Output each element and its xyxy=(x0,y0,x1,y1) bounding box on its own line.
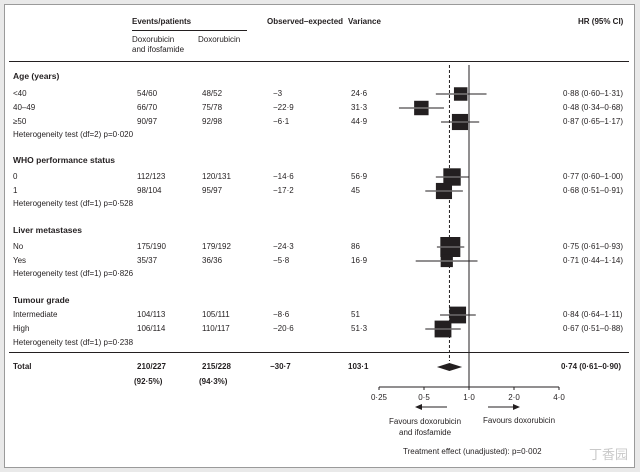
row-label: <40 xyxy=(13,89,27,98)
row-events-arm1: 35/37 xyxy=(137,256,158,265)
row-label: High xyxy=(13,324,30,333)
heterogeneity-test: Heterogeneity test (df=1) p=0·238 xyxy=(13,338,134,347)
row-label: No xyxy=(13,242,24,251)
heterogeneity-test: Heterogeneity test (df=2) p=0·020 xyxy=(13,130,134,139)
row-events-arm1: 175/190 xyxy=(137,242,166,251)
row-events-arm2: 179/192 xyxy=(202,242,231,251)
total-pct-arm1: (92·5%) xyxy=(134,377,163,386)
hr-header: HR (95% CI) xyxy=(578,17,624,26)
row-variance: 86 xyxy=(351,242,360,251)
x-axis-tick-label: 0·5 xyxy=(418,393,430,402)
row-hr-text: 0·77 (0·60–1·00) xyxy=(563,172,624,181)
variance-header: Variance xyxy=(348,17,381,26)
row-events-arm2: 105/111 xyxy=(202,310,230,319)
row-hr-text: 0·67 (0·51–0·88) xyxy=(563,324,624,333)
total-observed-expected: −30·7 xyxy=(270,362,291,371)
row-variance: 51 xyxy=(351,310,360,319)
x-axis-tick-label: 4·0 xyxy=(553,393,565,402)
section-title-age: Age (years) xyxy=(13,71,60,81)
favours-left-label: Favours doxorubicin and ifosfamide xyxy=(389,417,462,437)
total-rule xyxy=(9,352,629,353)
row-events-arm1: 54/60 xyxy=(137,89,158,98)
favours-right-arrowhead xyxy=(513,404,520,410)
row-hr-text: 0·88 (0·60–1·31) xyxy=(563,89,624,98)
row-observed-expected: −14·6 xyxy=(273,172,294,181)
arm2-header: Doxorubicin xyxy=(198,35,241,44)
header-rule xyxy=(9,61,629,62)
row-label: ≥50 xyxy=(13,117,27,126)
row-hr-text: 0·75 (0·61–0·93) xyxy=(563,242,624,251)
forest-plot: 0·25 0·5 1·0 2·0 4·0 xyxy=(371,65,565,410)
row-hr-text: 0·68 (0·51–0·91) xyxy=(563,186,624,195)
row-events-arm1: 66/70 xyxy=(137,103,158,112)
row-observed-expected: −3 xyxy=(273,89,283,98)
treatment-effect-text: Treatment effect (unadjusted): p=0·002 xyxy=(403,447,542,456)
row-observed-expected: −6·1 xyxy=(273,117,290,126)
row-variance: 45 xyxy=(351,186,360,195)
row-events-arm1: 98/104 xyxy=(137,186,162,195)
row-observed-expected: −17·2 xyxy=(273,186,294,195)
row-observed-expected: −20·6 xyxy=(273,324,294,333)
row-variance: 44·9 xyxy=(351,117,368,126)
row-events-arm2: 95/97 xyxy=(202,186,223,195)
row-events-arm1: 112/123 xyxy=(137,172,166,181)
row-events-arm2: 92/98 xyxy=(202,117,223,126)
row-observed-expected: −5·8 xyxy=(273,256,290,265)
x-axis-tick-label: 0·25 xyxy=(371,393,388,402)
row-events-arm2: 36/36 xyxy=(202,256,223,265)
row-events-arm1: 90/97 xyxy=(137,117,158,126)
favours-left-arrowhead xyxy=(415,404,422,410)
row-observed-expected: −24·3 xyxy=(273,242,294,251)
row-hr-text: 0·87 (0·65–1·17) xyxy=(563,117,624,126)
row-label: 0 xyxy=(13,172,18,181)
events-header-underline xyxy=(132,30,247,31)
total-pct-arm2: (94·3%) xyxy=(199,377,228,386)
events-header: Events/patients xyxy=(132,17,192,26)
total-hr-text: 0·74 (0·61–0·90) xyxy=(561,362,622,371)
row-events-arm1: 106/114 xyxy=(137,324,166,333)
heterogeneity-test: Heterogeneity test (df=1) p=0·826 xyxy=(13,269,134,278)
row-variance: 51·3 xyxy=(351,324,368,333)
row-hr-text: 0·48 (0·34–0·68) xyxy=(563,103,624,112)
observed-expected-header: Observed–expected xyxy=(267,17,344,26)
row-events-arm1: 104/113 xyxy=(137,310,166,319)
row-events-arm2: 48/52 xyxy=(202,89,223,98)
row-events-arm2: 110/117 xyxy=(202,324,230,333)
row-hr-text: 0·84 (0·64–1·11) xyxy=(563,310,623,319)
heterogeneity-test: Heterogeneity test (df=1) p=0·528 xyxy=(13,199,134,208)
row-events-arm2: 75/78 xyxy=(202,103,223,112)
row-observed-expected: −8·6 xyxy=(273,310,290,319)
row-variance: 31·3 xyxy=(351,103,368,112)
row-label: 40–49 xyxy=(13,103,36,112)
row-label: Intermediate xyxy=(13,310,58,319)
watermark-logo: 丁香园 xyxy=(588,447,628,462)
section-title-liver: Liver metastases xyxy=(13,225,82,235)
total-label: Total xyxy=(13,362,32,371)
overall-diamond xyxy=(436,363,463,371)
row-variance: 24·6 xyxy=(351,89,368,98)
total-events-arm1: 210/227 xyxy=(137,362,166,371)
x-axis-tick-label: 1·0 xyxy=(463,393,475,402)
row-events-arm2: 120/131 xyxy=(202,172,231,181)
row-variance: 16·9 xyxy=(351,256,368,265)
total-events-arm2: 215/228 xyxy=(202,362,231,371)
total-variance: 103·1 xyxy=(348,362,369,371)
x-axis-tick-label: 2·0 xyxy=(508,393,520,402)
row-label: Yes xyxy=(13,256,27,265)
row-hr-text: 0·71 (0·44–1·14) xyxy=(563,256,624,265)
forest-plot-figure: Events/patients Doxorubicin and ifosfami… xyxy=(4,4,635,468)
arm1-header: Doxorubicin and ifosfamide xyxy=(132,35,185,54)
favours-right-label: Favours doxorubicin xyxy=(483,416,556,425)
row-variance: 56·9 xyxy=(351,172,368,181)
section-title-who: WHO performance status xyxy=(13,155,116,165)
row-label: 1 xyxy=(13,186,18,195)
row-observed-expected: −22·9 xyxy=(273,103,294,112)
section-title-grade: Tumour grade xyxy=(13,295,70,305)
